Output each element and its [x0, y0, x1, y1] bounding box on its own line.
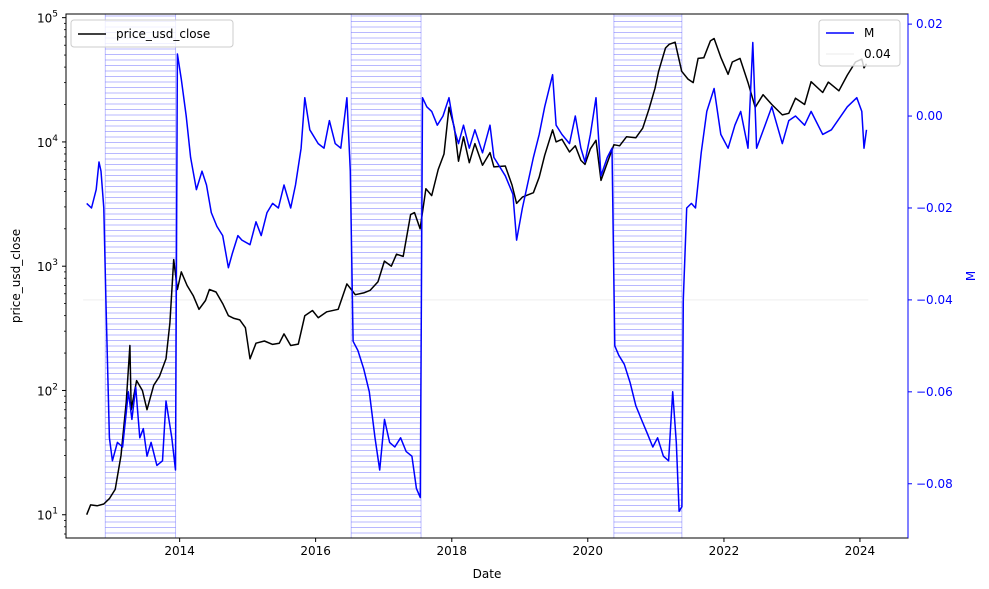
right-tick-label: −0.08: [916, 477, 953, 491]
left-tick-label: 105: [37, 10, 58, 26]
right-tick-label: −0.02: [916, 201, 953, 215]
right-tick-label: −0.04: [916, 293, 953, 307]
x-tick-label: 2016: [300, 544, 331, 558]
right-tick-label: −0.06: [916, 385, 953, 399]
legend-right-label-m: M: [864, 26, 874, 40]
legend-right: M 0.04: [818, 19, 901, 67]
left-tick-label: 104: [37, 134, 58, 150]
right-y-axis: 0.02 0.00 −0.02 −0.04 −0.06 −0.08: [907, 14, 953, 538]
x-axis: 2014 2016 2018 2020 2022 2024: [164, 538, 875, 558]
x-tick-label: 2014: [164, 544, 195, 558]
left-tick-label: 101: [37, 507, 58, 523]
legend-left-label: price_usd_close: [116, 27, 210, 41]
left-tick-label: 102: [37, 382, 58, 398]
left-tick-label: 103: [37, 258, 58, 274]
shaded-region-1: [104, 14, 177, 538]
legend-left: price_usd_close: [70, 19, 234, 48]
x-tick-label: 2020: [573, 544, 604, 558]
right-y-axis-label: M: [964, 271, 978, 281]
x-tick-label: 2022: [709, 544, 740, 558]
series-line-m: [86, 41, 868, 513]
x-axis-label: Date: [473, 567, 502, 581]
right-tick-label: 0.00: [916, 109, 943, 123]
x-tick-label: 2024: [845, 544, 876, 558]
left-y-axis-label: price_usd_close: [9, 229, 23, 323]
x-tick-label: 2018: [437, 544, 468, 558]
left-y-axis: 101 102 103 104 105: [37, 10, 66, 535]
legend-left-box: [70, 19, 234, 48]
series-lines: [86, 37, 868, 515]
right-tick-label: 0.02: [916, 17, 943, 31]
legend-right-label-threshold: 0.04: [864, 47, 891, 61]
series-line-price: [86, 37, 868, 515]
